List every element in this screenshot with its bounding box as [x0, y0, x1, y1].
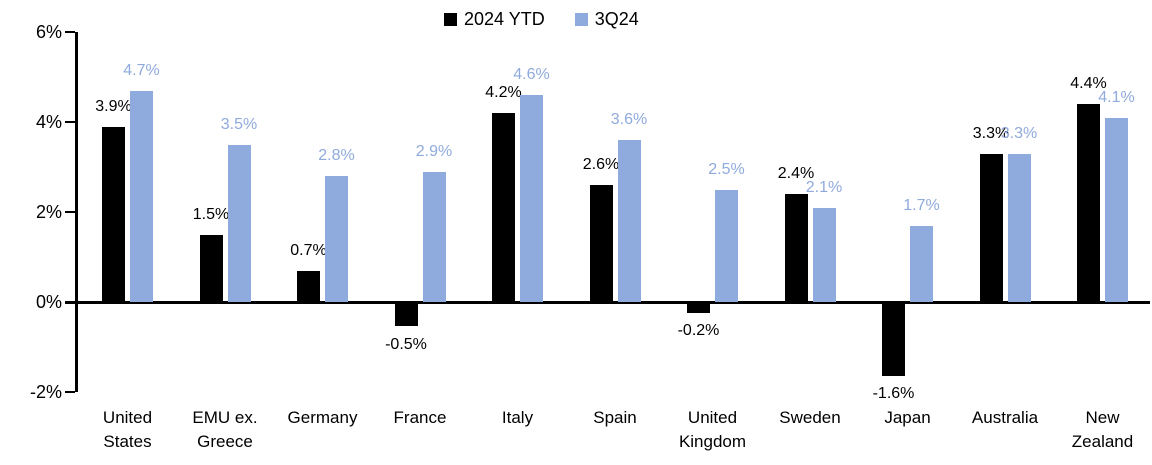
bar-3q24-new-zealand	[1105, 117, 1128, 302]
value-label-2024-ytd-sweden: 2.4%	[777, 165, 815, 182]
category-label-united-states: United States	[72, 406, 184, 454]
value-label-3q24-spain: 3.6%	[610, 111, 648, 128]
category-label-france: France	[364, 406, 476, 430]
value-label-2024-ytd-united-kingdom: -0.2%	[677, 322, 720, 339]
bar-3q24-spain	[617, 140, 641, 302]
value-label-2024-ytd-italy: 4.2%	[485, 84, 522, 101]
bar-3q24-sweden	[812, 207, 836, 302]
value-label-3q24-japan: 1.7%	[903, 196, 940, 214]
legend-swatch-3q24	[574, 13, 588, 26]
value-label-2024-ytd-spain: 2.6%	[582, 156, 620, 173]
y-axis-tick	[65, 211, 75, 213]
legend-item-2024-ytd: 2024 YTD	[444, 9, 545, 30]
chart-legend: 2024 YTD 3Q24	[444, 9, 639, 30]
value-label-3q24-new-zealand: 4.1%	[1098, 88, 1135, 106]
value-label-2024-ytd-france: -0.5%	[385, 335, 427, 353]
category-label-united-kingdom: United Kingdom	[657, 406, 769, 454]
value-label-3q24-france: 2.9%	[415, 142, 453, 160]
legend-label-2024-ytd: 2024 YTD	[464, 9, 545, 29]
y-axis-tick	[65, 31, 75, 33]
y-axis-tick-label: 6%	[35, 22, 62, 42]
category-label-japan: Japan	[852, 406, 964, 430]
category-label-italy: Italy	[462, 406, 574, 430]
value-label-3q24-united-states: 4.7%	[123, 61, 160, 79]
category-label-line: States	[103, 432, 152, 451]
category-label-line: Germany	[287, 408, 358, 427]
bar-2024-ytd-spain	[589, 185, 613, 302]
bar-2024-ytd-new-zealand	[1077, 104, 1100, 302]
y-axis-tick-label: 4%	[35, 112, 62, 132]
bar-3q24-united-kingdom	[715, 189, 738, 302]
value-label-3q24-italy: 4.6%	[513, 66, 550, 83]
category-label-spain: Spain	[559, 406, 671, 430]
bar-2024-ytd-france	[394, 303, 418, 326]
category-label-line: France	[393, 408, 447, 427]
category-label-australia: Australia	[949, 406, 1061, 430]
bar-2024-ytd-sweden	[784, 194, 808, 302]
category-label-line: Zealand	[1071, 432, 1134, 451]
category-label-sweden: Sweden	[754, 406, 866, 430]
y-axis-tick-label: 2%	[35, 202, 62, 222]
category-label-line: United	[102, 408, 153, 427]
category-label-line: Italy	[501, 408, 534, 427]
value-label-3q24-germany: 2.8%	[318, 147, 355, 164]
value-label-2024-ytd-united-states: 3.9%	[95, 97, 132, 115]
category-label-line: Australia	[971, 408, 1039, 427]
category-label-line: EMU ex.	[192, 408, 258, 427]
value-label-3q24-united-kingdom: 2.5%	[708, 160, 745, 178]
legend-item-3q24: 3Q24	[574, 9, 639, 30]
category-label-line: New	[1085, 408, 1120, 427]
bar-3q24-united-states	[130, 90, 153, 302]
bar-2024-ytd-united-kingdom	[687, 303, 710, 313]
legend-label-3q24: 3Q24	[594, 9, 639, 29]
value-label-3q24-sweden: 2.1%	[805, 178, 843, 196]
category-label-line: Sweden	[779, 408, 841, 427]
category-label-new-zealand: New Zealand	[1047, 406, 1152, 454]
bar-2024-ytd-emu-ex-greece	[199, 234, 223, 302]
bar-2024-ytd-germany	[297, 270, 320, 302]
bar-2024-ytd-united-states	[102, 126, 125, 302]
bar-2024-ytd-japan	[882, 303, 905, 376]
x-axis-line	[65, 300, 1150, 304]
bar-2024-ytd-australia	[979, 153, 1003, 302]
category-label-line: Spain	[593, 408, 637, 427]
value-label-3q24-emu-ex-greece: 3.5%	[220, 115, 258, 133]
category-label-line: Kingdom	[678, 432, 747, 451]
category-label-emu-ex-greece: EMU ex. Greece	[169, 406, 281, 454]
y-axis-tick-label: -2%	[29, 382, 62, 402]
bar-3q24-germany	[325, 176, 348, 302]
bar-3q24-japan	[910, 225, 933, 302]
value-label-2024-ytd-emu-ex-greece: 1.5%	[192, 205, 230, 223]
legend-swatch-2024-ytd	[444, 13, 457, 26]
value-label-3q24-australia: 3.3%	[1000, 124, 1038, 142]
value-label-2024-ytd-japan: -1.6%	[872, 385, 915, 402]
value-label-2024-ytd-new-zealand: 4.4%	[1070, 75, 1107, 92]
bar-3q24-italy	[520, 95, 543, 302]
y-axis-tick	[65, 391, 75, 393]
bar-2024-ytd-italy	[492, 113, 515, 302]
value-label-2024-ytd-germany: 0.7%	[290, 241, 327, 259]
y-axis-tick-label: 0%	[35, 292, 62, 312]
value-label-2024-ytd-australia: 3.3%	[972, 124, 1010, 142]
bar-3q24-france	[422, 171, 446, 302]
category-label-line: Japan	[884, 408, 931, 427]
category-label-germany: Germany	[267, 406, 379, 430]
y-axis-line	[74, 32, 78, 392]
category-label-line: United	[687, 408, 738, 427]
bar-3q24-australia	[1007, 153, 1031, 302]
y-axis-tick	[65, 121, 75, 123]
category-label-line: Greece	[197, 432, 253, 451]
bar-3q24-emu-ex-greece	[227, 144, 251, 302]
